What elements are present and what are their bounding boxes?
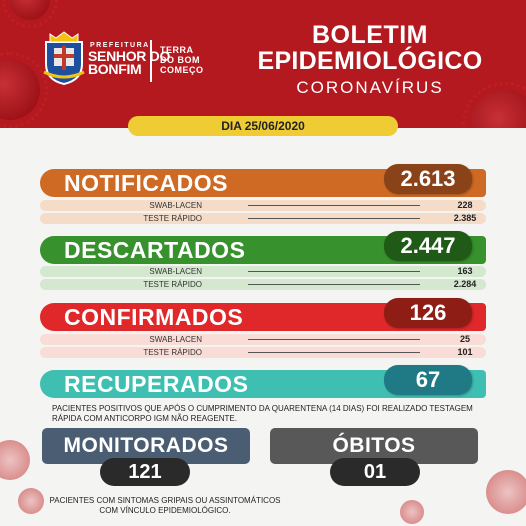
- row-label: TESTE RÁPIDO: [143, 348, 202, 357]
- descartados-total: 2.447: [384, 231, 472, 261]
- virus-decoration: [486, 470, 526, 514]
- city-crest-icon: [43, 31, 85, 86]
- virus-decoration: [18, 488, 44, 514]
- row-value: 228: [457, 200, 473, 210]
- obitos-value: 01: [330, 458, 420, 486]
- notificados-swab-row: SWAB-LACEN 228: [40, 200, 486, 211]
- recuperados-note: PACIENTES POSITIVOS QUE APÓS O CUMPRIMEN…: [52, 404, 473, 423]
- slogan-line1: TERRA: [160, 45, 194, 55]
- row-label: SWAB-LACEN: [149, 267, 202, 276]
- monitorados-value: 121: [100, 458, 190, 486]
- logo-divider: [150, 40, 152, 82]
- date-badge: DIA 25/06/2020: [128, 116, 398, 136]
- bulletin-title-line2: EPIDEMIOLÓGICO: [257, 47, 483, 75]
- row-line: [248, 205, 420, 206]
- row-label: SWAB-LACEN: [149, 201, 202, 210]
- row-value: 2.385: [453, 213, 477, 223]
- descartados-swab-row: SWAB-LACEN 163: [40, 266, 486, 277]
- bulletin-title-line1: BOLETIM: [312, 21, 428, 49]
- confirmados-swab-row: SWAB-LACEN 25: [40, 334, 486, 345]
- monitorados-note: PACIENTES COM SINTOMAS GRIPAIS OU ASSINT…: [49, 496, 281, 515]
- notificados-teste-row: TESTE RÁPIDO 2.385: [40, 213, 486, 224]
- row-line: [248, 284, 420, 285]
- row-line: [248, 218, 420, 219]
- confirmados-teste-row: TESTE RÁPIDO 101: [40, 347, 486, 358]
- row-label: TESTE RÁPIDO: [143, 214, 202, 223]
- notificados-total: 2.613: [384, 164, 472, 194]
- row-label: TESTE RÁPIDO: [143, 280, 202, 289]
- row-value: 163: [457, 266, 473, 276]
- row-value: 25: [459, 334, 470, 344]
- monitorados-box: MONITORADOS: [42, 428, 250, 464]
- descartados-teste-row: TESTE RÁPIDO 2.284: [40, 279, 486, 290]
- virus-decoration: [2, 0, 58, 28]
- header-banner: PREFEITURA SENHOR DO BONFIM TERRA DO BOM…: [0, 0, 526, 128]
- recuperados-total: 67: [384, 365, 472, 395]
- row-line: [248, 352, 420, 353]
- city-name-line1: SENHOR DO: [88, 48, 171, 64]
- city-name-line2: BONFIM: [88, 61, 142, 77]
- virus-decoration: [0, 440, 30, 480]
- row-line: [248, 339, 420, 340]
- prefeitura-label: PREFEITURA: [90, 42, 150, 49]
- slogan-line3: COMEÇO: [160, 65, 204, 75]
- row-line: [248, 271, 420, 272]
- row-value: 2.284: [453, 279, 477, 289]
- slogan-line2: DO BOM: [160, 55, 200, 65]
- city-name: SENHOR DO BONFIM: [88, 48, 171, 77]
- virus-decoration: [0, 52, 48, 128]
- row-value: 101: [457, 347, 473, 357]
- bulletin-subtitle: CORONAVÍRUS: [296, 78, 444, 97]
- slogan: TERRA DO BOM COMEÇO: [160, 45, 204, 75]
- confirmados-total: 126: [384, 298, 472, 328]
- row-label: SWAB-LACEN: [149, 335, 202, 344]
- virus-decoration: [400, 500, 424, 524]
